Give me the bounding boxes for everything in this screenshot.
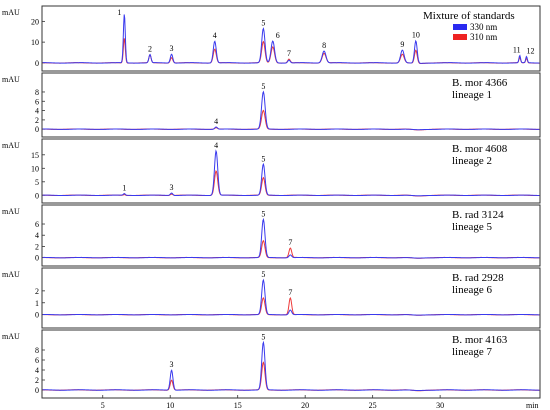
panel-3-peak-label-1: 1 [122, 184, 126, 193]
panel-6-peak-label-3: 3 [170, 360, 174, 369]
panel-2-y-tick-label-1: 2 [35, 116, 39, 125]
panel-5-title-line-2: lineage 6 [452, 284, 493, 296]
panel-4-y-tick-label-0: 0 [35, 254, 39, 263]
panel-1-peak-label-3: 3 [170, 44, 174, 53]
panel-2-title-line-2: lineage 1 [452, 89, 492, 101]
panel-2-peak-label-4: 4 [214, 117, 218, 126]
panel-3-peak-label-4: 4 [214, 141, 218, 150]
legend-label-330nm: 330 nm [470, 22, 497, 32]
panel-6-y-tick-label-3: 6 [35, 356, 39, 365]
panel-5-frame [41, 267, 541, 329]
panel-1-title-line-1: Mixture of standards [423, 10, 515, 22]
panel-4-trace-330nm [42, 217, 540, 259]
panel-2-y-tick-label-3: 6 [35, 97, 39, 106]
panel-1-y-tick-label-0: 0 [35, 59, 39, 68]
panel-5-trace-310nm [42, 296, 540, 316]
panel-6-y-unit: mAU [2, 332, 20, 341]
panel-6-title-line-2: lineage 7 [452, 346, 493, 358]
panel-1-frame [41, 5, 541, 72]
panel-6-trace-330nm [42, 340, 540, 392]
panel-3-y-tick-label-3: 15 [31, 151, 39, 160]
x-unit-label: min [526, 401, 538, 410]
panel-2-trace-330nm [42, 90, 540, 131]
panel-1-y-unit: mAU [2, 8, 20, 17]
panel-2-y-tick-label-2: 4 [35, 107, 39, 116]
panel-3-y-tick-label-2: 10 [31, 164, 39, 173]
legend-label-310nm: 310 nm [470, 32, 497, 42]
panel-2-peak-label-5: 5 [261, 82, 265, 91]
panel-4-y-unit: mAU [2, 207, 20, 216]
panel-5-y-tick-label-2: 2 [35, 287, 39, 296]
panel-1-trace-310nm [42, 38, 540, 65]
x-tick-label-3: 20 [301, 401, 309, 410]
panel-1-y-tick-label-2: 20 [31, 17, 39, 26]
panel-6-y-tick-label-4: 8 [35, 346, 39, 355]
panel-5-y-tick-label-0: 0 [35, 311, 39, 320]
panel-1-peak-label-9: 9 [400, 40, 404, 49]
panel-4-peak-label-7: 7 [288, 238, 292, 247]
panel-5-peak-label-5: 5 [261, 270, 265, 279]
panel-2-frame [41, 72, 541, 138]
panel-6-peak-label-5: 5 [261, 333, 265, 342]
panel-6-y-tick-label-1: 2 [35, 376, 39, 385]
panel-3-title-line-2: lineage 2 [452, 155, 492, 167]
x-tick-label-5: 30 [436, 401, 444, 410]
panel-6-frame [41, 329, 541, 399]
panel-2-y-tick-label-0: 0 [35, 125, 39, 134]
panel-3-trace-330nm [42, 149, 540, 197]
panel-1-peak-label-2: 2 [148, 45, 152, 54]
panel-4-title-line-1: B. rad 3124 [452, 209, 504, 221]
panel-4-title-line-2: lineage 5 [452, 221, 493, 233]
panel-3-trace-310nm [42, 169, 540, 197]
panel-1-y-tick-label-1: 10 [31, 38, 39, 47]
panel-4-y-tick-label-1: 2 [35, 242, 39, 251]
panel-1-peak-label-10: 10 [412, 30, 420, 39]
x-tick-label-4: 25 [369, 401, 377, 410]
legend-swatch-310nm [453, 34, 467, 40]
panel-5-trace-330nm [42, 278, 540, 316]
panel-6-y-tick-label-0: 0 [35, 386, 39, 395]
panel-1-peak-label-5: 5 [261, 19, 265, 28]
panel-2-y-tick-label-4: 8 [35, 88, 39, 97]
panel-3-peak-label-5: 5 [261, 154, 265, 163]
panel-5-y-tick-label-1: 1 [35, 299, 39, 308]
panel-4-y-tick-label-2: 4 [35, 231, 39, 240]
panel-1-peak-label-1: 1 [117, 8, 121, 17]
panel-1-trace-330nm [42, 14, 540, 64]
panel-3-y-tick-label-0: 0 [35, 191, 39, 200]
x-tick-label-1: 10 [166, 401, 174, 410]
legend-swatch-330nm [453, 24, 467, 30]
panel-1-peak-label-11: 11 [513, 46, 521, 55]
panel-1-peak-label-7: 7 [287, 49, 291, 58]
panel-1-peak-label-8: 8 [322, 41, 326, 50]
panel-3-y-unit: mAU [2, 141, 20, 150]
x-tick-label-0: 5 [101, 401, 105, 410]
panel-1-peak-label-12: 12 [527, 47, 535, 56]
panel-2-trace-310nm [42, 109, 540, 131]
x-tick-label-2: 15 [234, 401, 242, 410]
panel-6-y-tick-label-2: 4 [35, 366, 39, 375]
panel-2-title-line-1: B. mor 4366 [452, 77, 508, 89]
panel-2-y-unit: mAU [2, 75, 20, 84]
panel-3-title-line-1: B. mor 4608 [452, 143, 508, 155]
panel-4-y-tick-label-3: 6 [35, 220, 39, 229]
panel-3-frame [41, 138, 541, 204]
panel-5-y-unit: mAU [2, 270, 20, 279]
panel-6-title-line-1: B. mor 4163 [452, 334, 508, 346]
panel-6-trace-310nm [42, 361, 540, 392]
panel-1-peak-label-4: 4 [213, 31, 217, 40]
panel-5-title-line-1: B. rad 2928 [452, 272, 504, 284]
panel-3-peak-label-3: 3 [170, 183, 174, 192]
panel-5-peak-label-7: 7 [288, 288, 292, 297]
panel-1-peak-label-6: 6 [276, 31, 280, 40]
panel-3-y-tick-label-1: 5 [35, 178, 39, 187]
panel-4-peak-label-5: 5 [261, 210, 265, 219]
